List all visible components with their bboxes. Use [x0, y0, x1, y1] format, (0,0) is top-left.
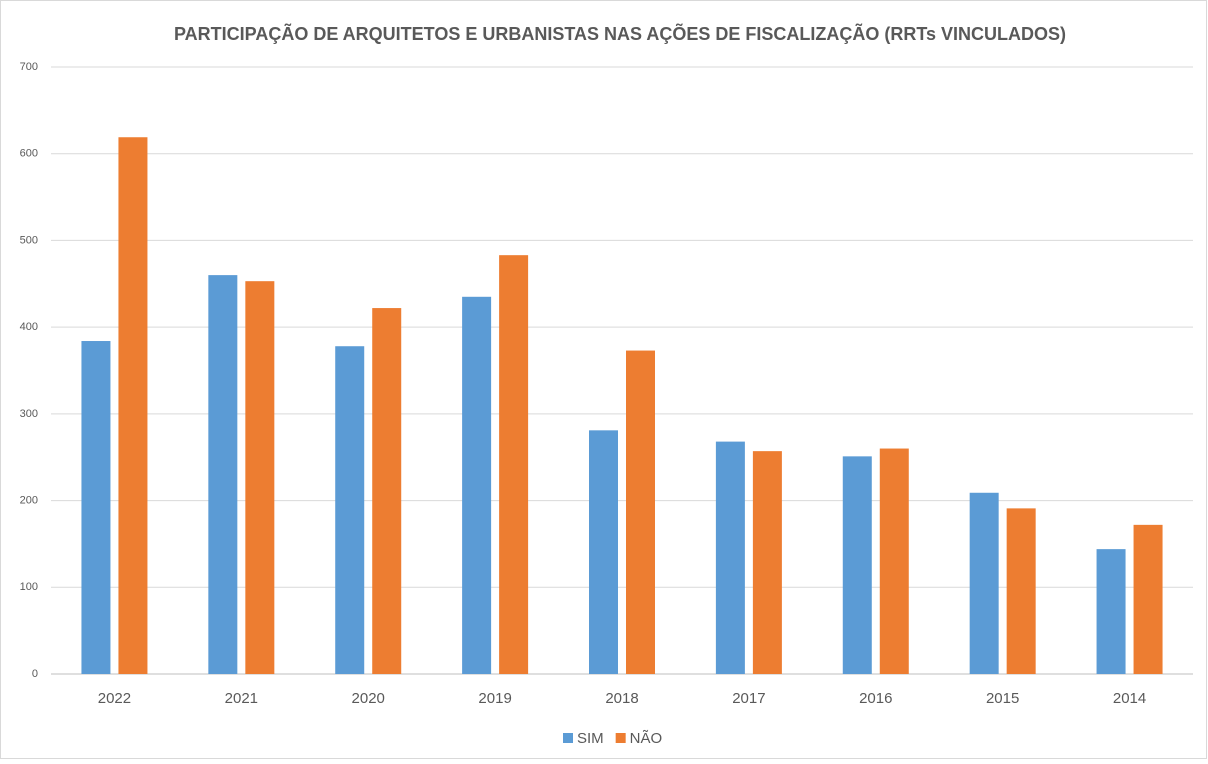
bar	[715, 441, 745, 674]
y-tick-label: 300	[20, 408, 38, 420]
bar	[335, 346, 365, 674]
legend-label: SIM	[577, 730, 604, 747]
x-tick-label: 2018	[605, 690, 638, 707]
bar	[372, 308, 402, 674]
y-tick-label: 700	[20, 61, 38, 73]
bar	[969, 492, 999, 674]
legend-label: NÃO	[630, 730, 663, 747]
x-tick-label: 2019	[478, 690, 511, 707]
x-tick-label: 2016	[859, 690, 892, 707]
bar	[81, 341, 111, 674]
x-tick-label: 2022	[98, 690, 131, 707]
y-tick-label: 200	[20, 494, 38, 506]
bar	[589, 430, 618, 674]
bar	[1096, 549, 1126, 674]
bar	[462, 296, 492, 674]
legend-swatch	[563, 733, 573, 743]
bar	[1133, 524, 1163, 674]
bar	[752, 451, 782, 674]
x-tick-label: 2020	[352, 690, 385, 707]
x-tick-label: 2014	[1113, 690, 1146, 707]
y-tick-label: 400	[20, 321, 38, 333]
legend-swatch	[615, 733, 626, 743]
bar	[208, 275, 238, 674]
bar	[499, 255, 529, 675]
x-tick-label: 2015	[986, 690, 1019, 707]
bar	[118, 137, 148, 674]
bar	[1006, 508, 1036, 674]
x-tick-label: 2017	[732, 690, 765, 707]
y-tick-label: 600	[20, 148, 38, 160]
chart-title: PARTICIPAÇÃO DE ARQUITETOS E URBANISTAS …	[174, 23, 1066, 44]
y-tick-label: 100	[20, 581, 38, 593]
y-tick-label: 0	[32, 668, 38, 680]
x-tick-label: 2021	[225, 690, 258, 707]
y-tick-label: 500	[20, 234, 38, 246]
bar	[245, 281, 275, 674]
bar	[626, 350, 655, 674]
bar	[879, 448, 909, 674]
bar	[842, 456, 872, 674]
